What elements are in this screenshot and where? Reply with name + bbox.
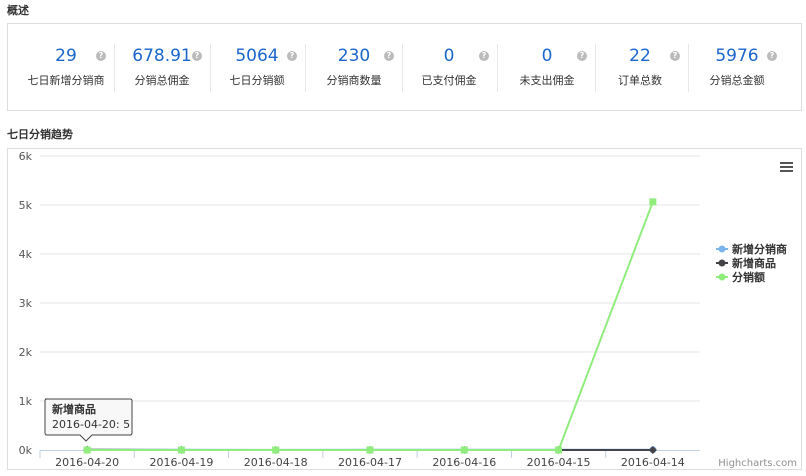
stat-label: 分销总金额 bbox=[709, 74, 765, 87]
data-point[interactable] bbox=[366, 446, 374, 454]
menu-icon[interactable] bbox=[780, 162, 793, 164]
stat-card: 22 订单总数? bbox=[592, 44, 689, 92]
stat-card: 5976 分销总金额? bbox=[689, 44, 785, 92]
stat-label: 已支付佣金 bbox=[421, 74, 477, 87]
chart-container bbox=[7, 148, 802, 470]
data-point[interactable] bbox=[649, 198, 657, 206]
overview-title: 概述 bbox=[7, 4, 29, 17]
stat-value: 22 bbox=[629, 46, 651, 66]
stat-value: 0 bbox=[443, 46, 455, 66]
legend-marker bbox=[718, 259, 726, 267]
stat-label: 七日新增分销商 bbox=[27, 74, 105, 87]
x-tick-label: 2016-04-20 bbox=[55, 456, 119, 469]
stat-value: 0 bbox=[541, 46, 553, 66]
x-tick-label: 2016-04-14 bbox=[621, 456, 685, 469]
help-icon[interactable]: ? bbox=[479, 51, 489, 61]
stat-value: 5064 bbox=[235, 46, 279, 66]
data-point[interactable] bbox=[648, 446, 657, 454]
data-point[interactable] bbox=[83, 446, 91, 454]
legend-marker bbox=[718, 273, 726, 281]
help-icon[interactable]: ? bbox=[577, 51, 587, 61]
stat-card: 0 已支付佣金? bbox=[401, 44, 498, 92]
y-tick-label: 1k bbox=[19, 395, 33, 408]
stat-card: 5064 七日分销额? bbox=[209, 44, 306, 92]
stat-card: 29 七日新增分销商? bbox=[18, 44, 115, 92]
stat-label: 分销总佣金 bbox=[134, 74, 190, 87]
y-tick-label: 2k bbox=[19, 346, 33, 359]
stat-value: 678.91 bbox=[132, 46, 192, 66]
menu-icon[interactable] bbox=[780, 170, 793, 172]
legend-item[interactable]: 新增分销商 bbox=[732, 242, 787, 256]
help-icon[interactable]: ? bbox=[767, 51, 777, 61]
y-tick-label: 3k bbox=[19, 297, 33, 310]
stat-value: 5976 bbox=[715, 46, 759, 66]
x-tick-label: 2016-04-19 bbox=[149, 456, 213, 469]
legend-item[interactable]: 分销额 bbox=[732, 270, 765, 284]
x-tick-label: 2016-04-18 bbox=[244, 456, 308, 469]
help-icon[interactable]: ? bbox=[96, 51, 106, 61]
y-tick-label: 0k bbox=[19, 444, 33, 457]
help-icon[interactable]: ? bbox=[670, 51, 680, 61]
y-tick-label: 5k bbox=[19, 199, 33, 212]
stat-label: 订单总数 bbox=[618, 74, 662, 87]
x-tick-label: 2016-04-16 bbox=[432, 456, 496, 469]
help-icon[interactable]: ? bbox=[384, 51, 394, 61]
data-point[interactable] bbox=[177, 446, 185, 454]
stat-card: 230 分销商数量? bbox=[306, 44, 403, 92]
help-icon[interactable]: ? bbox=[287, 51, 297, 61]
tooltip bbox=[44, 398, 133, 442]
stat-label: 分销商数量 bbox=[326, 74, 382, 87]
stat-label: 七日分销额 bbox=[229, 74, 285, 87]
legend-marker bbox=[718, 245, 726, 253]
data-point[interactable] bbox=[460, 446, 468, 454]
tooltip-series: 新增商品 bbox=[52, 402, 96, 416]
stat-value: 29 bbox=[55, 46, 77, 66]
credits-link[interactable]: Highcharts.com bbox=[718, 458, 797, 469]
tooltip-value: 2016-04-20: 5 bbox=[52, 418, 130, 431]
series-line bbox=[87, 201, 654, 451]
overview-panel: 29 七日新增分销商? 678.91 分销总佣金? 5064 七日分销额? 230 分销商数量… bbox=[7, 23, 802, 111]
menu-icon[interactable] bbox=[780, 166, 793, 168]
stat-value: 230 bbox=[337, 46, 371, 66]
trend-title: 七日分销趋势 bbox=[7, 128, 73, 141]
legend-item[interactable]: 新增商品 bbox=[732, 256, 776, 270]
y-tick-label: 6k bbox=[19, 150, 33, 163]
data-point[interactable] bbox=[555, 446, 563, 454]
stat-label: 未支出佣金 bbox=[519, 74, 575, 87]
help-icon[interactable]: ? bbox=[192, 51, 202, 61]
stat-card: 0 未支出佣金? bbox=[499, 44, 596, 92]
y-tick-label: 4k bbox=[19, 248, 33, 261]
data-point[interactable] bbox=[272, 446, 280, 454]
stat-card: 678.91 分销总佣金? bbox=[114, 44, 211, 92]
x-tick-label: 2016-04-15 bbox=[527, 456, 591, 469]
x-tick-label: 2016-04-17 bbox=[338, 456, 402, 469]
